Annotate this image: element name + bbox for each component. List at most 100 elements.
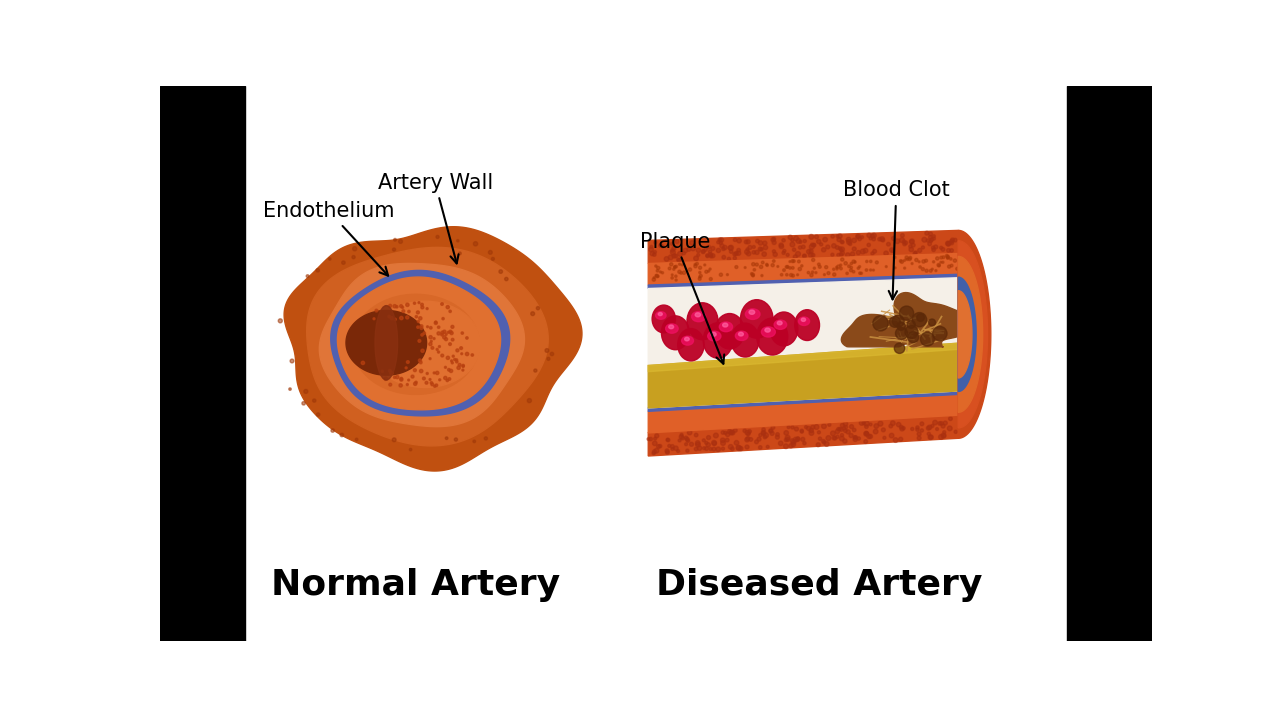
Circle shape: [794, 437, 797, 441]
Circle shape: [390, 317, 393, 320]
Circle shape: [685, 443, 687, 446]
Ellipse shape: [745, 309, 760, 320]
Circle shape: [653, 253, 657, 256]
Circle shape: [733, 428, 737, 432]
Circle shape: [726, 432, 730, 436]
Circle shape: [653, 276, 655, 279]
Circle shape: [908, 332, 919, 343]
Circle shape: [947, 256, 950, 258]
Circle shape: [928, 232, 932, 236]
Circle shape: [892, 236, 896, 240]
Circle shape: [329, 258, 332, 260]
Circle shape: [751, 263, 755, 266]
Circle shape: [742, 429, 746, 433]
Circle shape: [699, 271, 701, 274]
Circle shape: [782, 238, 785, 242]
Circle shape: [659, 271, 662, 273]
Circle shape: [765, 264, 768, 266]
Circle shape: [751, 274, 754, 277]
Circle shape: [762, 261, 764, 264]
Circle shape: [899, 437, 902, 441]
Circle shape: [694, 265, 698, 268]
Circle shape: [873, 269, 874, 271]
Circle shape: [858, 437, 860, 440]
Circle shape: [895, 343, 905, 354]
Circle shape: [806, 426, 810, 431]
Circle shape: [832, 268, 835, 270]
Ellipse shape: [687, 303, 718, 340]
Circle shape: [762, 428, 765, 431]
Circle shape: [753, 246, 755, 248]
Circle shape: [836, 266, 837, 268]
Circle shape: [438, 326, 440, 328]
Circle shape: [448, 369, 451, 371]
Circle shape: [655, 265, 657, 267]
Circle shape: [340, 433, 343, 437]
Circle shape: [918, 248, 922, 253]
Circle shape: [865, 269, 868, 271]
Circle shape: [420, 369, 422, 373]
Circle shape: [927, 426, 931, 430]
Circle shape: [375, 309, 378, 312]
Circle shape: [735, 251, 739, 256]
Circle shape: [920, 332, 934, 346]
Circle shape: [445, 437, 448, 439]
Circle shape: [758, 240, 763, 245]
Circle shape: [791, 274, 795, 277]
Circle shape: [864, 431, 868, 435]
Circle shape: [771, 426, 774, 429]
Circle shape: [709, 277, 712, 281]
Circle shape: [943, 421, 947, 425]
Circle shape: [791, 440, 796, 444]
Circle shape: [394, 318, 397, 320]
Circle shape: [928, 425, 932, 430]
Circle shape: [810, 274, 813, 276]
Circle shape: [762, 252, 767, 256]
Circle shape: [707, 436, 710, 440]
Circle shape: [932, 268, 933, 270]
Circle shape: [763, 241, 767, 246]
Circle shape: [954, 238, 957, 242]
Circle shape: [925, 269, 928, 272]
Circle shape: [705, 270, 708, 273]
Circle shape: [659, 244, 662, 247]
Circle shape: [769, 429, 773, 433]
Circle shape: [844, 421, 847, 426]
Circle shape: [707, 245, 710, 249]
Circle shape: [771, 431, 774, 436]
Circle shape: [653, 441, 657, 446]
Circle shape: [726, 438, 730, 442]
Circle shape: [947, 242, 950, 246]
Circle shape: [873, 249, 877, 253]
Circle shape: [850, 252, 855, 256]
Circle shape: [303, 390, 308, 393]
Circle shape: [915, 426, 919, 429]
Circle shape: [938, 435, 943, 439]
Circle shape: [782, 251, 785, 254]
Circle shape: [657, 269, 659, 272]
Circle shape: [943, 431, 946, 433]
Circle shape: [668, 255, 673, 260]
Circle shape: [710, 253, 716, 258]
Circle shape: [813, 267, 815, 269]
Circle shape: [788, 235, 792, 240]
Circle shape: [933, 420, 937, 425]
Circle shape: [791, 442, 796, 446]
Circle shape: [881, 238, 884, 242]
Circle shape: [755, 263, 758, 266]
Circle shape: [891, 250, 895, 253]
Circle shape: [332, 429, 334, 432]
Circle shape: [872, 233, 877, 238]
Circle shape: [887, 243, 890, 246]
Circle shape: [864, 425, 868, 428]
Circle shape: [836, 429, 840, 433]
Circle shape: [728, 444, 733, 449]
Circle shape: [671, 448, 675, 451]
Circle shape: [842, 427, 846, 430]
Circle shape: [864, 440, 868, 444]
Circle shape: [415, 381, 417, 384]
Circle shape: [777, 266, 778, 267]
Circle shape: [936, 428, 938, 431]
Ellipse shape: [710, 333, 716, 336]
Circle shape: [824, 441, 829, 446]
